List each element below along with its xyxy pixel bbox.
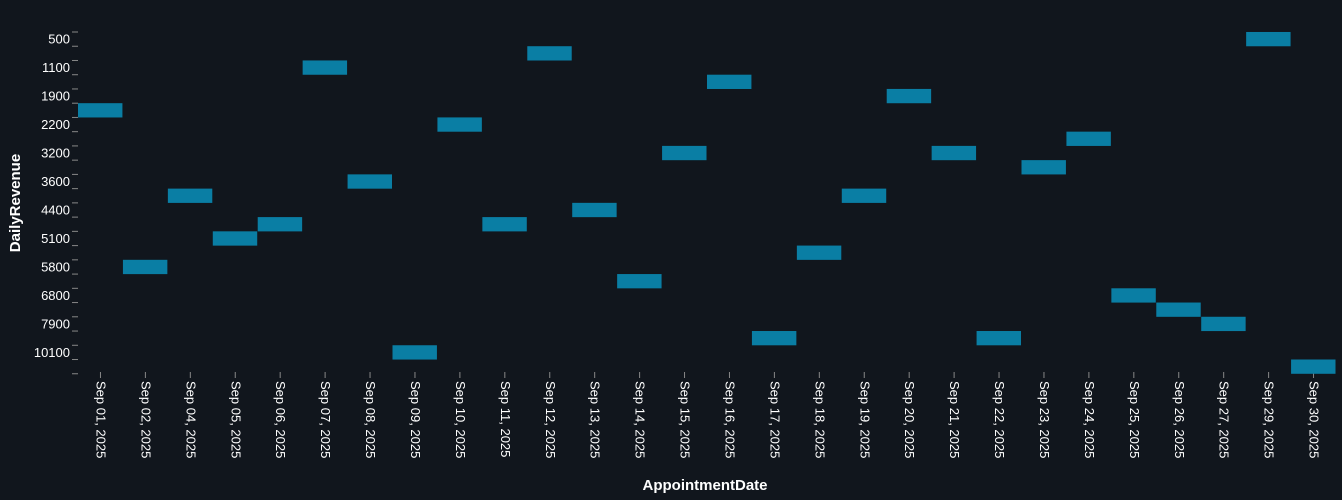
x-tick-label: Sep 13, 2025	[588, 381, 603, 458]
data-cell	[122, 259, 168, 275]
x-tick-label: Sep 12, 2025	[543, 381, 558, 458]
data-cell	[1021, 160, 1066, 175]
data-cell	[1291, 359, 1336, 374]
data-cell	[78, 103, 123, 118]
y-tick-label: 3200	[41, 146, 70, 161]
x-tick-label: Sep 09, 2025	[408, 381, 423, 458]
data-cell	[976, 331, 1021, 346]
data-cell	[302, 60, 348, 75]
data-cell	[437, 117, 482, 132]
x-tick-label: Sep 24, 2025	[1082, 381, 1097, 458]
x-tick-label: Sep 20, 2025	[902, 381, 917, 458]
chart-marks	[78, 31, 1336, 374]
x-tick-label: Sep 06, 2025	[273, 381, 288, 458]
x-tick-label: Sep 23, 2025	[1037, 381, 1052, 458]
data-cell	[392, 345, 437, 360]
y-tick-label: 1900	[41, 89, 70, 104]
data-cell	[796, 245, 842, 260]
data-cell	[257, 217, 303, 232]
data-cell	[527, 46, 572, 61]
data-cell	[662, 145, 707, 161]
data-cell	[841, 188, 887, 203]
y-tick-label: 1100	[42, 60, 70, 75]
y-tick-label: 10100	[34, 345, 70, 360]
x-tick-label: Sep 07, 2025	[318, 381, 333, 458]
x-tick-label: Sep 11, 2025	[498, 381, 513, 457]
y-tick-label: 7900	[41, 316, 70, 331]
y-tick-label: 6800	[41, 288, 70, 303]
y-axis: 500 1100 1900 2200 3200 3600 4400 5100 5800 6800 7…	[34, 31, 78, 375]
data-cell	[1111, 288, 1156, 303]
y-tick-label: 2200	[41, 117, 70, 132]
data-cell	[707, 74, 752, 89]
data-cell	[617, 274, 662, 289]
x-tick-label: Sep 15, 2025	[678, 381, 693, 458]
x-tick-label: Sep 16, 2025	[722, 381, 737, 458]
data-cell	[212, 231, 258, 246]
x-tick-label: Sep 01, 2025	[93, 381, 108, 458]
x-tick-label: Sep 18, 2025	[812, 381, 827, 458]
y-tick-label: 3600	[41, 174, 70, 189]
x-tick-label: Sep 02, 2025	[138, 381, 153, 458]
data-cell	[751, 331, 797, 346]
x-tick-label: Sep 05, 2025	[228, 381, 243, 458]
data-cell	[1201, 316, 1246, 332]
y-tick-label: 4400	[41, 203, 70, 218]
x-tick-label: Sep 26, 2025	[1172, 381, 1187, 458]
y-tick-label: 5800	[41, 259, 70, 274]
data-cell	[167, 188, 213, 203]
x-tick-label: Sep 14, 2025	[633, 381, 648, 458]
x-axis: Sep 01, 2025 Sep 02, 2025 Sep 04, 2025 Sep …	[93, 372, 1322, 458]
data-cell	[931, 145, 977, 161]
x-tick-label: Sep 10, 2025	[453, 381, 468, 458]
data-cell	[1156, 302, 1201, 317]
x-axis-title: AppointmentDate	[643, 477, 768, 494]
x-tick-label: Sep 25, 2025	[1127, 381, 1142, 458]
x-tick-label: Sep 08, 2025	[363, 381, 378, 458]
x-tick-label: Sep 22, 2025	[992, 381, 1007, 458]
x-tick-label: Sep 04, 2025	[183, 381, 198, 458]
data-cell	[572, 202, 617, 218]
x-tick-label: Sep 27, 2025	[1217, 381, 1232, 458]
x-tick-label: Sep 21, 2025	[947, 381, 962, 458]
data-cell	[886, 88, 932, 104]
data-cell	[1246, 31, 1291, 47]
data-cell	[347, 174, 392, 189]
y-tick-label: 5100	[41, 231, 70, 246]
data-cell	[482, 217, 527, 232]
x-tick-label: Sep 19, 2025	[857, 381, 872, 458]
x-tick-label: Sep 17, 2025	[767, 381, 782, 458]
y-tick-label: 500	[48, 32, 70, 47]
x-tick-label: Sep 30, 2025	[1307, 381, 1322, 458]
y-axis-title: DailyRevenue	[7, 154, 24, 252]
x-tick-label: Sep 29, 2025	[1262, 381, 1277, 458]
data-cell	[1066, 131, 1111, 146]
